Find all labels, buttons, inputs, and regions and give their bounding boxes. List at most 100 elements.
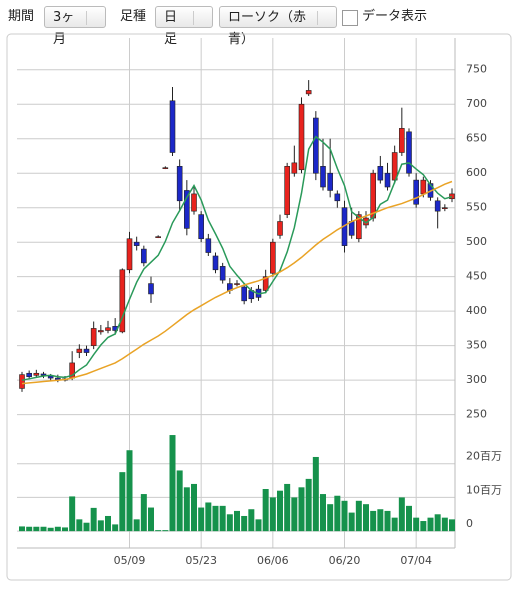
candle-body bbox=[119, 269, 126, 333]
candle-body bbox=[363, 217, 369, 226]
candle-body bbox=[33, 372, 40, 376]
candle-body bbox=[191, 193, 197, 212]
candle-body bbox=[76, 348, 83, 353]
x-tick-label: 06/20 bbox=[329, 554, 361, 567]
candle-body bbox=[227, 283, 233, 291]
y-tick-label: 650 bbox=[466, 132, 487, 145]
volume-tick-label: 10百万 bbox=[466, 483, 502, 496]
candle-body bbox=[391, 152, 398, 181]
candle-body bbox=[277, 221, 283, 236]
volume-tick-label: 20百万 bbox=[466, 450, 502, 463]
volume-bar bbox=[226, 514, 233, 532]
volume-bar bbox=[341, 500, 348, 532]
candle-body bbox=[420, 179, 427, 195]
y-tick-label: 300 bbox=[466, 373, 487, 386]
candle-body bbox=[184, 190, 190, 229]
candle-body bbox=[19, 374, 25, 389]
candle-body bbox=[90, 328, 97, 346]
candle-body bbox=[105, 327, 111, 331]
volume-bar bbox=[126, 450, 133, 532]
x-tick-label: 05/09 bbox=[114, 554, 146, 567]
volume-bar bbox=[69, 496, 76, 532]
volume-bar bbox=[90, 507, 97, 532]
candle-body bbox=[377, 166, 384, 181]
candle-body bbox=[298, 103, 305, 171]
volume-bar bbox=[298, 487, 305, 532]
candle-body bbox=[133, 241, 140, 246]
candle-body bbox=[141, 248, 147, 264]
candle-body bbox=[241, 286, 247, 302]
candle-body bbox=[176, 166, 183, 202]
candle-body bbox=[62, 378, 68, 381]
period-label: 期間 bbox=[8, 9, 35, 24]
data-toggle-label[interactable]: データ表示 bbox=[362, 9, 428, 24]
volume-bar bbox=[97, 520, 104, 532]
volume-bar bbox=[255, 519, 262, 532]
volume-bar bbox=[40, 526, 47, 532]
candle-body bbox=[442, 207, 448, 210]
bar-select[interactable]: 日足 bbox=[155, 6, 213, 47]
volume-bar bbox=[62, 527, 68, 532]
volume-bar bbox=[434, 514, 441, 532]
volume-bar bbox=[148, 507, 154, 532]
x-tick-label: 06/06 bbox=[257, 554, 289, 567]
candle-body bbox=[126, 238, 133, 271]
candle-body bbox=[305, 90, 312, 95]
volume-bar bbox=[277, 490, 283, 532]
candle-body bbox=[98, 330, 104, 333]
period-select[interactable]: 3ヶ月 bbox=[44, 6, 106, 47]
x-tick-label: 05/23 bbox=[185, 554, 217, 567]
volume-bar bbox=[140, 494, 147, 532]
volume-bar bbox=[377, 509, 384, 532]
chart-frame bbox=[6, 33, 512, 581]
candle-body bbox=[313, 117, 319, 174]
y-tick-label: 250 bbox=[466, 408, 487, 421]
candle-body bbox=[291, 162, 298, 174]
candle-body bbox=[399, 128, 405, 153]
candle-body bbox=[255, 288, 262, 298]
volume-bar bbox=[234, 510, 240, 532]
volume-bar bbox=[219, 505, 226, 532]
volume-bar bbox=[291, 497, 298, 532]
candle-body bbox=[169, 100, 176, 153]
volume-bar bbox=[241, 515, 248, 532]
candle-body bbox=[219, 266, 226, 281]
volume-bar bbox=[384, 510, 391, 532]
volume-bar bbox=[54, 526, 61, 532]
volume-bar bbox=[176, 470, 183, 532]
data-checkbox[interactable] bbox=[342, 10, 358, 26]
volume-bar bbox=[363, 504, 369, 532]
volume-bar bbox=[305, 478, 312, 532]
candle-body bbox=[341, 207, 348, 246]
volume-bar bbox=[33, 526, 40, 532]
candle-body bbox=[162, 167, 169, 169]
candle-body bbox=[55, 377, 61, 381]
volume-bar bbox=[162, 530, 169, 532]
candle-body bbox=[212, 255, 219, 271]
volume-bar bbox=[413, 517, 420, 532]
candle-body bbox=[427, 183, 434, 198]
candle-body bbox=[47, 375, 54, 379]
volume-bar bbox=[406, 505, 412, 532]
candle-body bbox=[198, 214, 204, 240]
volume-bar bbox=[420, 521, 427, 532]
candle-body bbox=[370, 172, 376, 219]
y-tick-label: 400 bbox=[466, 304, 487, 317]
x-tick-label: 07/04 bbox=[400, 554, 432, 567]
volume-bar bbox=[212, 505, 219, 532]
candle-body bbox=[449, 193, 455, 200]
candle-body bbox=[320, 166, 326, 188]
style-select[interactable]: ローソク（赤青） bbox=[219, 6, 337, 47]
candle-body bbox=[205, 238, 212, 253]
candle-body bbox=[327, 172, 333, 191]
volume-bar bbox=[334, 495, 341, 532]
volume-bar bbox=[427, 517, 434, 532]
bar-label: 足種 bbox=[120, 9, 147, 24]
candle-body bbox=[348, 221, 355, 236]
volume-bar bbox=[391, 517, 398, 532]
candle-body bbox=[248, 290, 255, 300]
candle-body bbox=[356, 214, 362, 240]
y-tick-label: 700 bbox=[466, 97, 487, 110]
